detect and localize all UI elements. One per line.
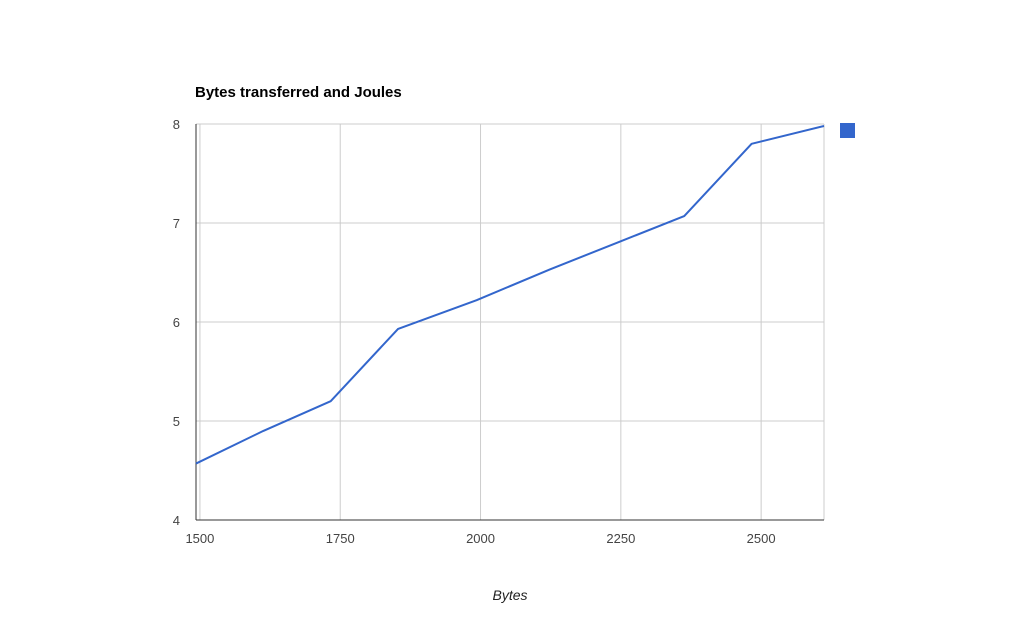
series-layer [195, 125, 825, 465]
x-tick-label: 2500 [747, 531, 776, 546]
axis-layer [195, 124, 824, 521]
legend-swatch [840, 123, 855, 138]
x-tick-label: 2000 [466, 531, 495, 546]
y-tick-label: 7 [173, 216, 180, 231]
series-line [195, 125, 825, 465]
y-tick-label: 5 [173, 414, 180, 429]
y-tick-label: 8 [173, 117, 180, 132]
chart-title: Bytes transferred and Joules [195, 84, 402, 101]
y-tick-label: 4 [173, 513, 180, 528]
x-axis-label: Bytes [492, 587, 527, 603]
y-tick-label: 6 [173, 315, 180, 330]
grid-layer [196, 123, 825, 521]
x-tick-label: 1750 [326, 531, 355, 546]
x-tick-label: 1500 [185, 531, 214, 546]
legend [840, 123, 855, 138]
tick-labels: 4 5 6 7 8 1500 1750 2000 2250 2500 [173, 117, 776, 546]
x-tick-label: 2250 [606, 531, 635, 546]
